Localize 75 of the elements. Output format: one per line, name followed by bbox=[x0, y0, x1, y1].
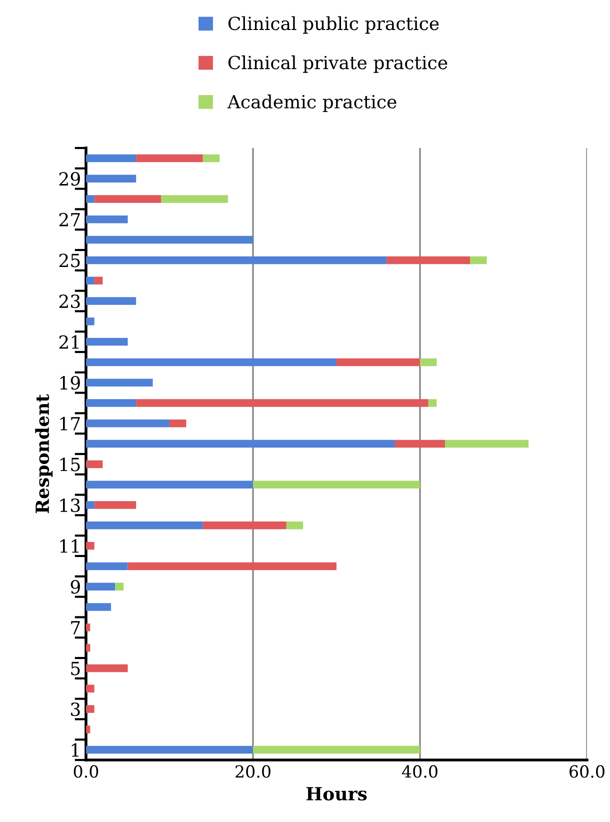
bar bbox=[136, 154, 203, 162]
bar bbox=[86, 420, 170, 428]
bar bbox=[86, 664, 128, 672]
bar bbox=[86, 684, 94, 692]
y-tick-label: 15 bbox=[60, 458, 80, 472]
bar bbox=[86, 174, 136, 182]
bar bbox=[86, 399, 136, 407]
x-tick-label: 60.0 bbox=[570, 765, 604, 778]
bar bbox=[202, 522, 286, 530]
bar bbox=[86, 440, 395, 448]
bar bbox=[94, 276, 103, 284]
bar bbox=[161, 195, 228, 203]
bar bbox=[94, 501, 136, 509]
bar bbox=[86, 726, 90, 734]
legend-label: Clinical private practice bbox=[228, 55, 448, 73]
y-tick-label: 1 bbox=[72, 743, 79, 757]
bar bbox=[394, 440, 446, 448]
y-tick-label: 9 bbox=[70, 580, 80, 594]
legend-label: Clinical public practice bbox=[228, 16, 439, 34]
y-tick-label: 5 bbox=[71, 662, 80, 676]
bar bbox=[386, 256, 470, 264]
y-tick-label: 21 bbox=[59, 335, 79, 349]
legend-label: Academic practice bbox=[227, 94, 396, 112]
bar bbox=[86, 195, 94, 203]
bar bbox=[86, 746, 253, 754]
bar bbox=[86, 358, 336, 366]
y-tick-label: 23 bbox=[59, 294, 80, 308]
y-tick-label: 29 bbox=[59, 172, 80, 186]
bar bbox=[86, 154, 136, 162]
bar bbox=[86, 378, 153, 386]
bar bbox=[86, 480, 253, 488]
bar bbox=[86, 542, 94, 550]
bar bbox=[86, 297, 136, 305]
bar bbox=[86, 216, 128, 224]
bar bbox=[136, 399, 428, 407]
y-tick-label: 17 bbox=[60, 416, 80, 430]
bar bbox=[86, 624, 90, 632]
bar bbox=[86, 705, 94, 713]
bar bbox=[86, 644, 90, 652]
bar bbox=[86, 338, 128, 346]
bar bbox=[420, 358, 437, 366]
bar bbox=[470, 256, 487, 264]
x-tick-label: 40.0 bbox=[402, 765, 438, 778]
bar bbox=[94, 195, 162, 203]
bar bbox=[253, 746, 420, 754]
y-tick-label: 25 bbox=[59, 254, 80, 268]
bar bbox=[86, 236, 253, 244]
bar bbox=[86, 562, 128, 570]
bar bbox=[86, 582, 116, 590]
x-axis-title: Hours bbox=[306, 787, 367, 801]
bar bbox=[86, 522, 203, 530]
y-axis-title: Respondent bbox=[35, 394, 53, 514]
bar bbox=[86, 318, 94, 326]
bar bbox=[128, 562, 336, 570]
x-tick-label: 20.0 bbox=[236, 765, 270, 778]
bar bbox=[86, 603, 112, 611]
bar bbox=[253, 480, 420, 488]
bar bbox=[86, 460, 103, 468]
y-tick-label: 13 bbox=[60, 498, 80, 512]
bar bbox=[170, 420, 186, 428]
y-tick-label: 27 bbox=[59, 212, 80, 226]
y-tick-label: 11 bbox=[60, 539, 79, 553]
y-tick-label: 7 bbox=[71, 621, 80, 634]
x-tick-label: 0.0 bbox=[74, 765, 98, 778]
bar bbox=[202, 154, 220, 162]
bar bbox=[86, 501, 94, 509]
y-tick-label: 3 bbox=[71, 702, 80, 716]
bar bbox=[428, 399, 437, 407]
bar bbox=[115, 582, 124, 590]
bar bbox=[86, 276, 94, 284]
bar bbox=[286, 522, 304, 530]
y-tick-label: 19 bbox=[60, 376, 80, 390]
bar bbox=[86, 256, 387, 264]
bar bbox=[445, 440, 529, 448]
bar bbox=[336, 358, 420, 366]
